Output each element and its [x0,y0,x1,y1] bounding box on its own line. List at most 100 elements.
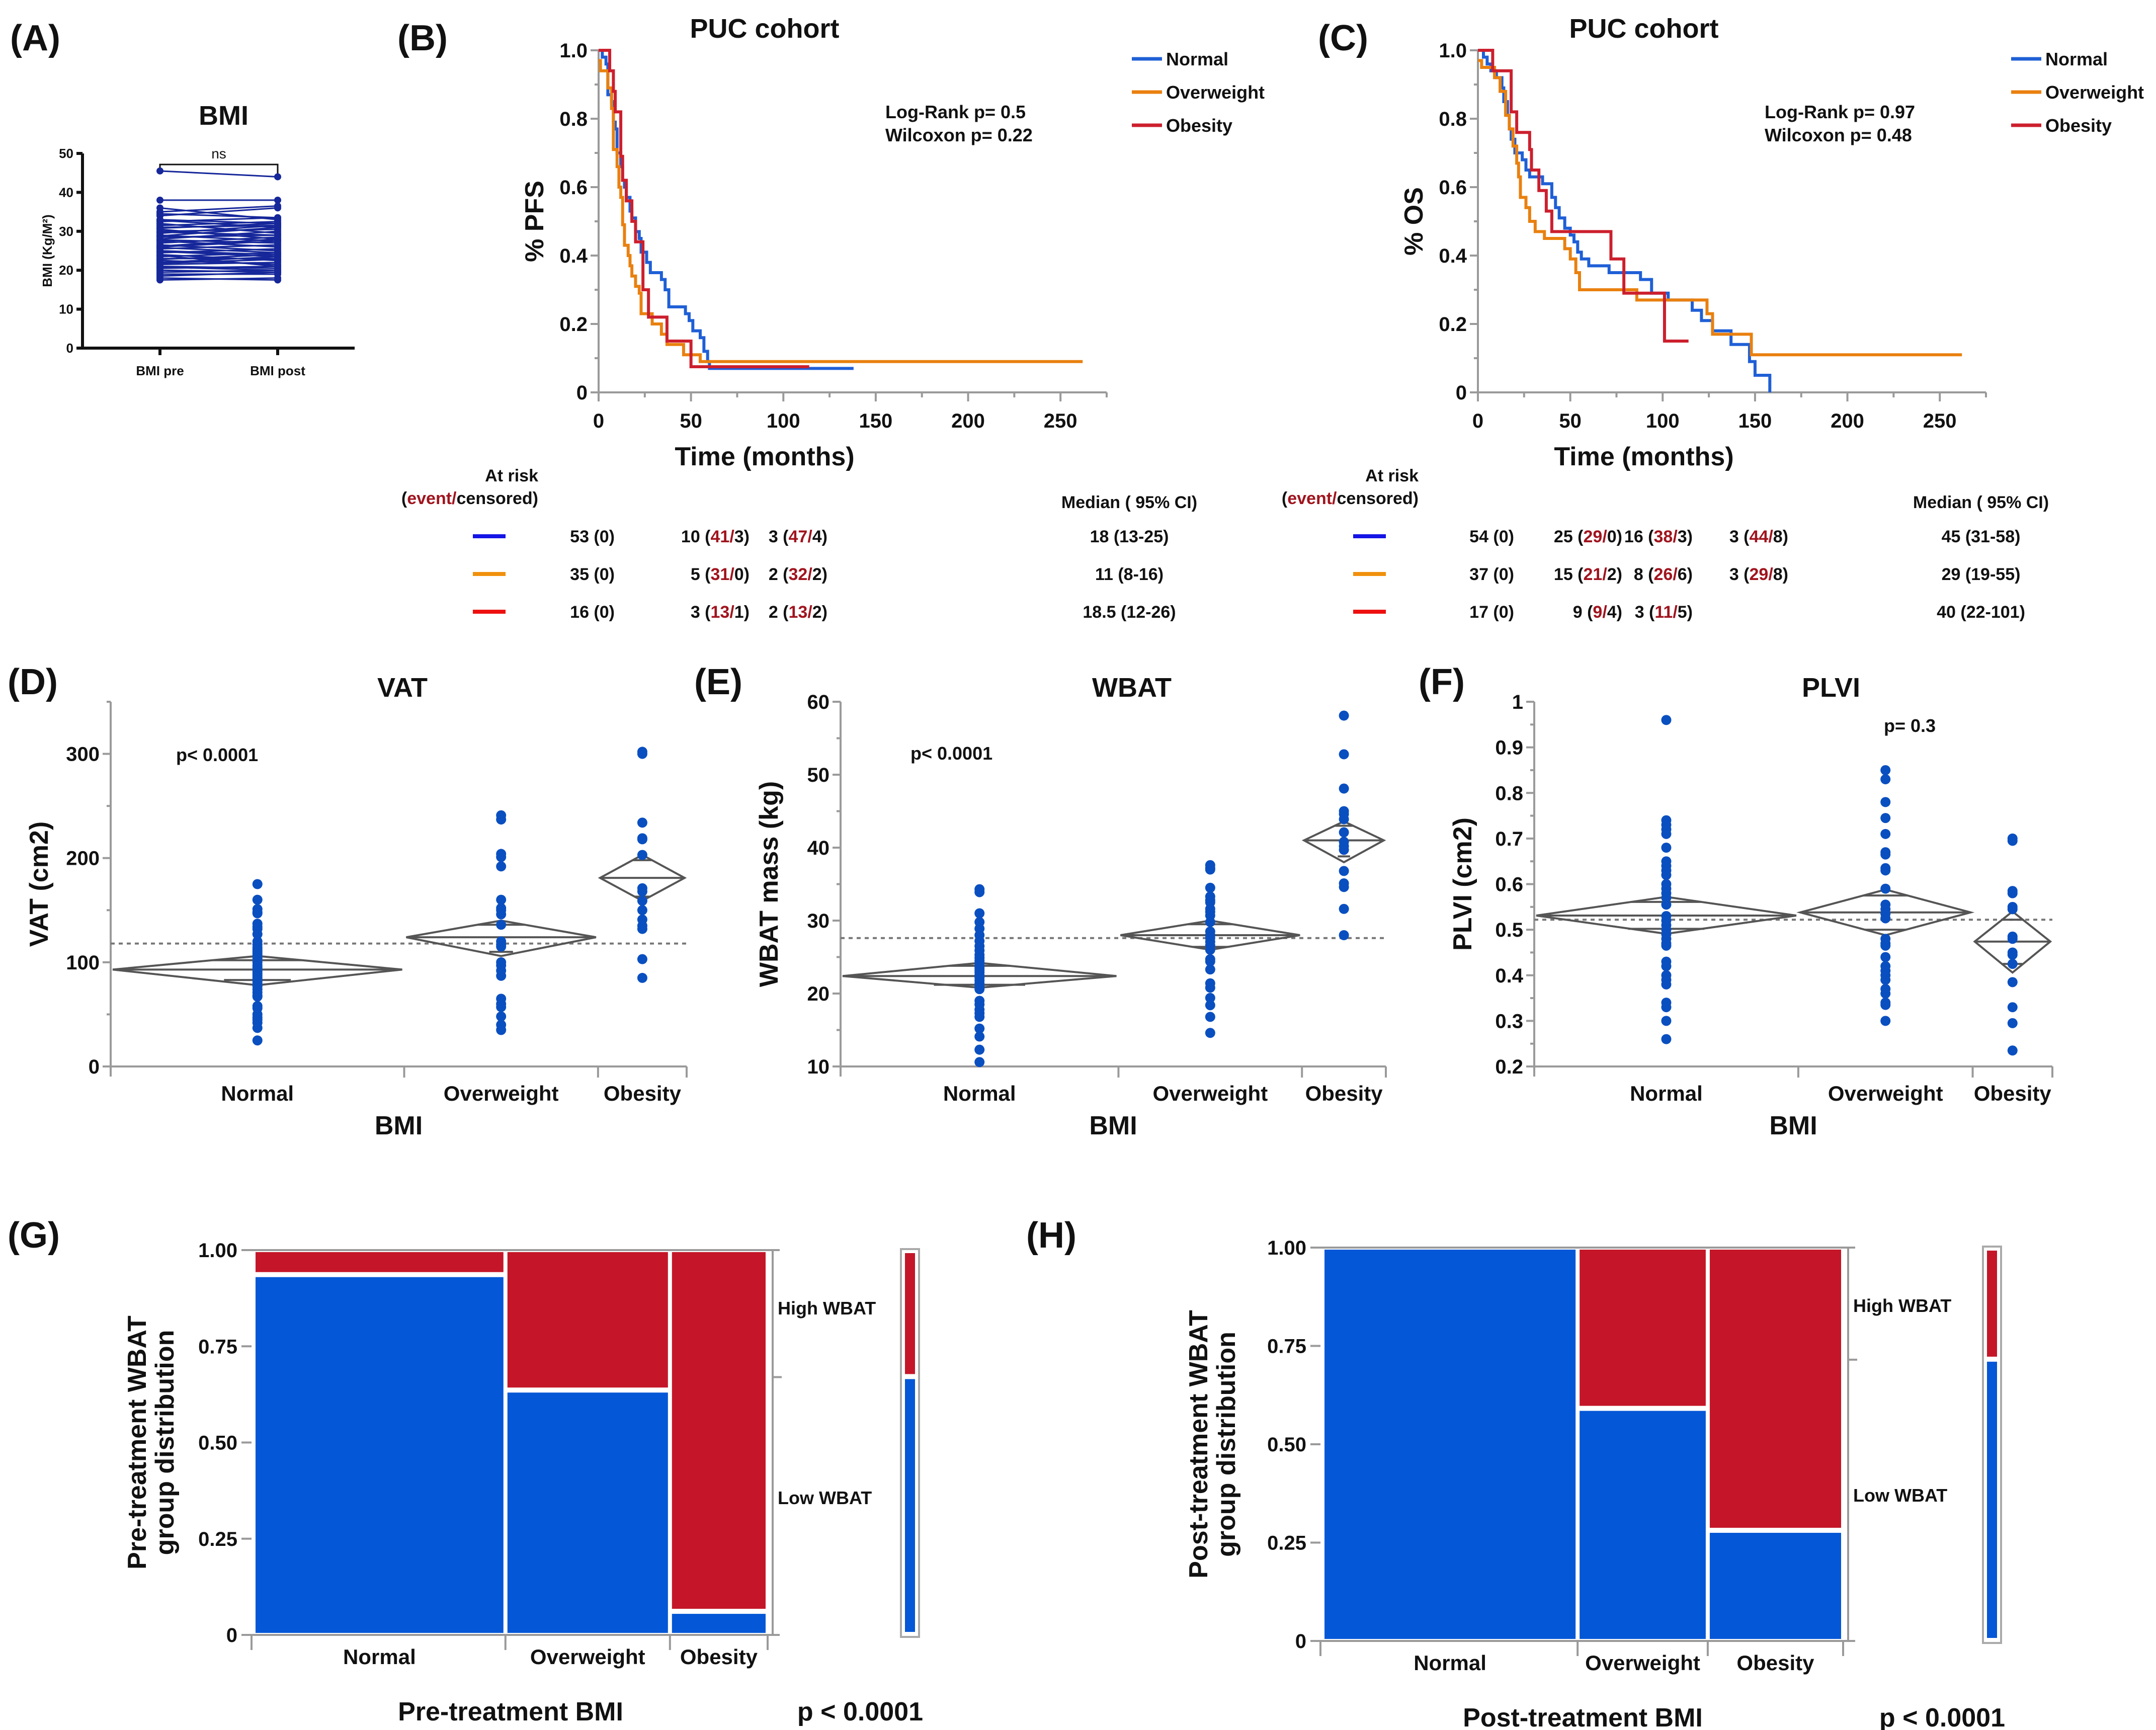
panel-g-mosaic-pre: 0 0.25 0.50 0.75 1.00 Normal Overweight Obesity… [123,1240,923,1726]
panel-f-plvi: PLVI 0.2 0.3 0.4 0.5 0.6 0.7 0.8 0.9 1 Normal Overw… [1448,673,2053,1140]
y-axis-label-line2: group distribution [1212,1332,1241,1557]
data-point-overweight [1880,883,1891,894]
pre-point [156,264,163,271]
data-point-obesity [637,954,647,964]
post-point [274,239,281,247]
km-curve-overweight [1478,59,1962,357]
post-point [274,274,281,282]
median-value: 11 (8-16) [1095,565,1164,584]
pair-line [159,234,278,238]
y-axis-label-line2: group distribution [150,1330,180,1555]
at-risk-cell: 25 (29/0) [1554,527,1622,546]
data-point-normal [974,1057,985,1067]
at-risk-cell: 15 (21/2) [1554,565,1622,584]
median-value: 18.5 (12-26) [1083,603,1176,622]
data-point-obesity [1339,710,1349,721]
data-point-obesity [2007,959,2018,969]
post-point [274,231,281,239]
data-point-normal [1661,1016,1672,1026]
pair-line [159,170,278,178]
data-point-normal [974,1023,985,1034]
y-tick-label: 10 [59,302,73,317]
panel-label-e: (E) [694,662,742,702]
pair-line [159,217,278,222]
data-point-overweight [496,1002,507,1012]
y-tick-label: 0.4 [1439,245,1467,267]
data-point-overweight [1880,774,1891,785]
y-tick-label: 0.4 [1495,965,1523,987]
data-point-overweight [1205,882,1215,893]
mosaic-cell-low-normal [1324,1250,1576,1639]
x-axis-label: Post-treatment BMI [1463,1703,1703,1730]
pre-point [156,224,163,232]
p-value: p< 0.0001 [910,743,992,764]
y-tick-label: 0 [1456,382,1467,404]
data-point-overweight [496,1011,507,1022]
at-risk-cell: 3 (44/8) [1729,527,1788,546]
stats-text: Log-Rank p= 0.97 [1765,102,1915,122]
y-tick-label: 0 [89,1056,100,1078]
data-point-normal [252,1035,263,1046]
x-tick-label: 150 [859,410,893,432]
pair-line [159,262,278,266]
legend-bar-high [905,1253,915,1374]
data-point-normal [974,1031,985,1042]
data-point-obesity [637,850,647,860]
data-point-overweight [1880,813,1891,823]
data-point-overweight [496,894,507,905]
mean-diamond-normal [112,955,402,986]
at-risk-cell: 3 (47/4) [769,527,827,546]
data-point-obesity [637,905,647,916]
panel-label-f: (F) [1419,662,1465,702]
x-tick-label: 50 [1559,410,1582,432]
panel-label-c: (C) [1318,18,1368,58]
x-tick-label: Overweight [1585,1651,1700,1675]
at-risk-cell: 10 (41/3) [681,527,750,546]
x-axis-label: BMI [375,1111,423,1140]
data-point-normal [252,1023,263,1033]
y-tick-label: 50 [807,764,830,786]
y-tick-label: 0.6 [1439,177,1467,199]
data-point-overweight [1205,956,1215,967]
pre-point [156,167,163,175]
median-header: Median ( 95% CI) [1061,493,1197,512]
y-tick-label: 10 [807,1056,830,1078]
pre-point [156,276,163,284]
pair-line [159,239,278,244]
pair-line [159,252,278,258]
chart-title: WBAT [1092,673,1172,703]
pair-line [159,220,278,226]
pair-line [159,230,278,240]
legend-low-wbat: Low WBAT [778,1488,872,1508]
post-point [274,196,281,204]
km-curve-obesity [1478,49,1689,343]
x-tick-label: Normal [221,1082,294,1105]
data-point-obesity [2007,1045,2018,1056]
x-axis-label: Pre-treatment BMI [398,1697,623,1726]
y-tick-label: 0.3 [1495,1010,1523,1032]
y-tick-label: 0.9 [1495,737,1523,759]
km-curve-overweight [599,59,1083,363]
data-point-obesity [637,749,647,759]
data-point-overweight [1880,940,1891,951]
data-point-overweight [1880,765,1891,775]
y-tick-label: 0.2 [559,313,588,336]
x-tick-label: 200 [1831,410,1864,432]
median-value: 18 (13-25) [1090,527,1169,546]
data-point-overweight [1880,1016,1891,1026]
stats-text: Wilcoxon p= 0.48 [1765,125,1912,145]
mosaic-cell-low-obesity [672,1614,766,1633]
chart-title: VAT [377,673,428,703]
data-point-overweight [1205,1028,1215,1038]
x-tick-label: 100 [767,410,800,432]
mean-diamond-overweight [1796,888,1975,937]
x-tick-label: Normal [943,1082,1016,1105]
data-point-overweight [1205,1000,1215,1011]
data-point-obesity [1339,866,1349,876]
y-tick-label: 0.50 [198,1432,237,1454]
data-point-overweight [1205,945,1215,955]
chart-title: PUC cohort [1569,14,1719,44]
data-point-obesity [1339,783,1349,794]
y-tick-label: 0.6 [559,177,588,199]
